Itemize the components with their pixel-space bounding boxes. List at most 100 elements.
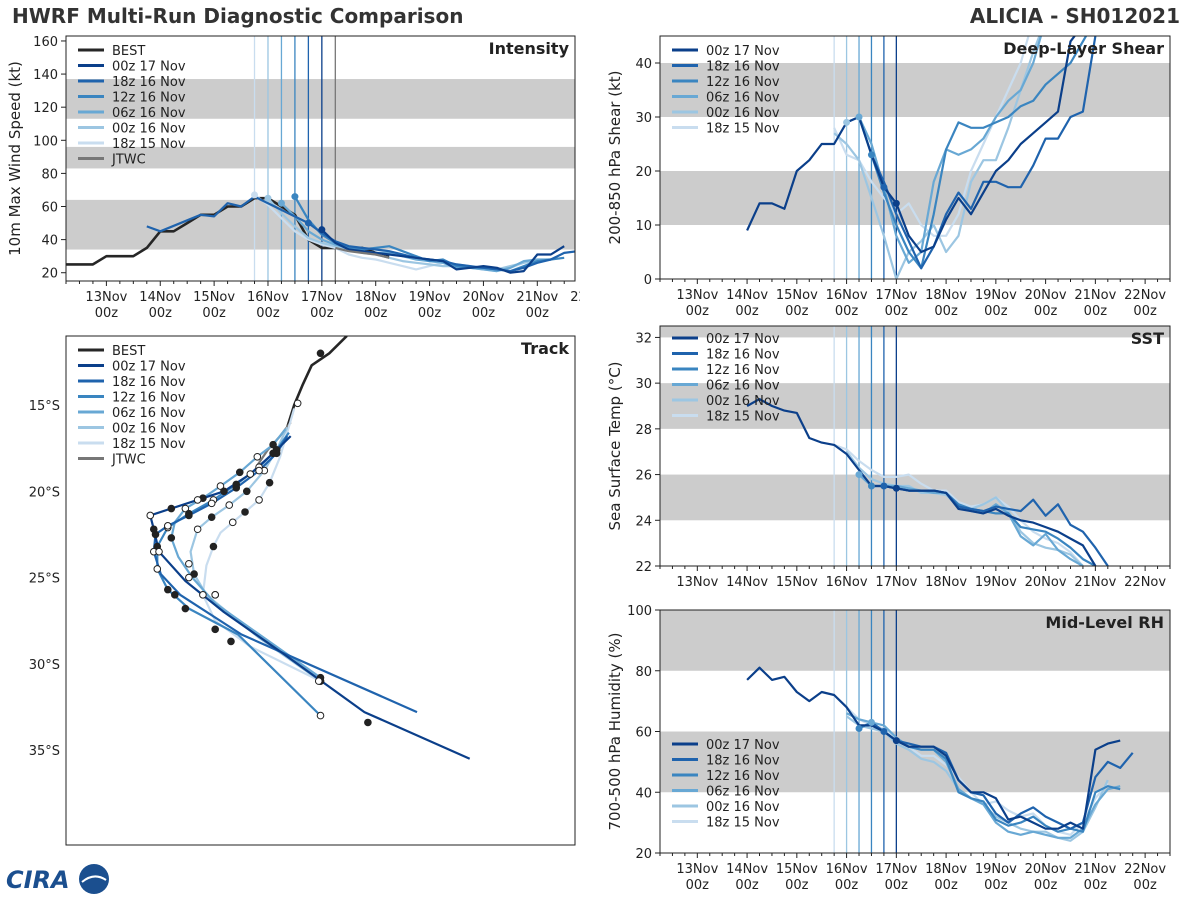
- init-marker: [277, 199, 285, 207]
- legend-label: 00z 17 Nov: [706, 738, 780, 753]
- x-tick-label: 20Nov: [1025, 288, 1067, 303]
- x-tick-label: 18Nov: [925, 862, 967, 877]
- series-line: [335, 246, 390, 259]
- x-tick-label: 15Nov: [776, 575, 818, 590]
- track-point: [199, 591, 207, 599]
- track-point: [316, 349, 325, 358]
- legend-label: 18z 16 Nov: [706, 348, 780, 363]
- logo-text: CIRA: [6, 866, 70, 894]
- legend-label: 18z 16 Nov: [112, 375, 186, 390]
- init-marker: [880, 183, 888, 191]
- x-tick-label: 00z: [1034, 878, 1058, 893]
- legend-label: 00z 17 Nov: [706, 332, 780, 347]
- track-point: [207, 499, 216, 508]
- track-point: [269, 440, 277, 449]
- y-tick-label: 100: [627, 604, 652, 619]
- x-tick-label: 19Nov: [409, 290, 451, 305]
- track-line: [149, 435, 471, 760]
- legend-label: 12z 16 Nov: [706, 769, 780, 784]
- x-tick-label: 22Nov: [570, 290, 580, 305]
- track-point: [193, 496, 202, 504]
- init-marker: [867, 151, 875, 159]
- track-point: [207, 513, 216, 521]
- y-tick-label: 30: [635, 377, 652, 392]
- x-tick-label: 00z: [885, 591, 909, 592]
- init-marker: [892, 199, 900, 207]
- y-tick-label: 80: [41, 167, 58, 182]
- x-tick-label: 16Nov: [826, 575, 868, 590]
- legend-label: 18z 15 Nov: [112, 437, 186, 452]
- legend-label: 06z 16 Nov: [112, 406, 186, 421]
- x-tick-label: 00z: [1133, 304, 1157, 319]
- intensity-chart: 2040608010012014016013Nov00z14Nov00z15No…: [6, 35, 580, 321]
- x-tick-label: 00z: [1084, 304, 1108, 319]
- y-tick-label: 40: [635, 786, 652, 801]
- y-tick-label: 32: [635, 331, 652, 346]
- track-point: [211, 625, 219, 634]
- track-point: [269, 449, 277, 458]
- x-tick-label: 21Nov: [1074, 575, 1116, 590]
- legend-label: 12z 16 Nov: [706, 75, 780, 90]
- legend-label: 00z 16 Nov: [112, 122, 186, 137]
- panel-title: Mid-Level RH: [1045, 613, 1164, 632]
- x-tick-label: 00z: [735, 591, 759, 592]
- track-point: [242, 487, 251, 496]
- series-line: [746, 36, 1077, 254]
- init-marker: [855, 724, 863, 732]
- legend-label: 00z 16 Nov: [706, 106, 780, 121]
- x-tick-label: 00z: [1133, 878, 1157, 893]
- x-tick-label: 13Nov: [676, 862, 718, 877]
- y-axis-label: Sea Surface Temp (°C): [606, 361, 624, 530]
- y-axis-label: 10m Max Wind Speed (kt): [6, 61, 24, 256]
- track-point: [153, 565, 162, 573]
- y-tick-label: 160: [33, 35, 58, 50]
- legend-label: JTWC: [111, 153, 146, 168]
- series-line: [280, 202, 551, 273]
- y-tick-label: 60: [41, 201, 58, 216]
- track-point: [314, 677, 323, 685]
- y-tick-label: 28: [635, 423, 652, 438]
- track-point: [185, 511, 193, 520]
- legend-label: 18z 15 Nov: [706, 816, 780, 831]
- x-tick-label: 00z: [364, 306, 388, 321]
- x-tick-label: 00z: [934, 878, 958, 893]
- x-tick-label: 00z: [256, 306, 280, 321]
- legend-label: 00z 17 Nov: [112, 60, 186, 75]
- init-marker: [291, 193, 299, 201]
- series-line: [833, 443, 1084, 566]
- x-tick-label: 16Nov: [826, 288, 868, 303]
- track-point: [227, 637, 235, 646]
- x-tick-label: 19Nov: [975, 862, 1017, 877]
- panel-title: Intensity: [489, 39, 570, 58]
- y-tick-label: 120: [33, 101, 58, 116]
- x-tick-label: 17Nov: [301, 290, 343, 305]
- x-tick-label: 19Nov: [975, 288, 1017, 303]
- y-tick-label: 26: [635, 469, 652, 484]
- y-axis-label: 700-500 hPa Humidity (%): [606, 632, 624, 830]
- x-tick-label: 00z: [835, 304, 859, 319]
- x-tick-label: 20Nov: [1025, 862, 1067, 877]
- x-tick-label: 00z: [835, 591, 859, 592]
- y-tick-label: 20°S: [29, 485, 60, 500]
- x-tick-label: 00z: [579, 306, 580, 321]
- y-tick-label: 20: [41, 267, 58, 282]
- x-tick-label: 21Nov: [1074, 288, 1116, 303]
- series-line: [833, 36, 1030, 237]
- x-tick-label: 18Nov: [355, 290, 397, 305]
- y-tick-label: 22: [635, 560, 652, 575]
- init-marker: [855, 113, 863, 121]
- legend-label: BEST: [112, 344, 145, 359]
- x-tick-label: 15Nov: [776, 862, 818, 877]
- x-tick-label: 00z: [934, 304, 958, 319]
- x-tick-label: 00z: [735, 304, 759, 319]
- legend-label: 00z 16 Nov: [706, 394, 780, 409]
- track-point: [167, 534, 176, 542]
- x-tick-label: 00z: [1034, 591, 1058, 592]
- x-tick-label: 20Nov: [462, 290, 504, 305]
- axes-frame: [659, 35, 1171, 280]
- track-point: [216, 482, 225, 490]
- x-tick-label: 18Nov: [925, 575, 967, 590]
- track-point: [316, 711, 325, 720]
- x-tick-label: 00z: [934, 591, 958, 592]
